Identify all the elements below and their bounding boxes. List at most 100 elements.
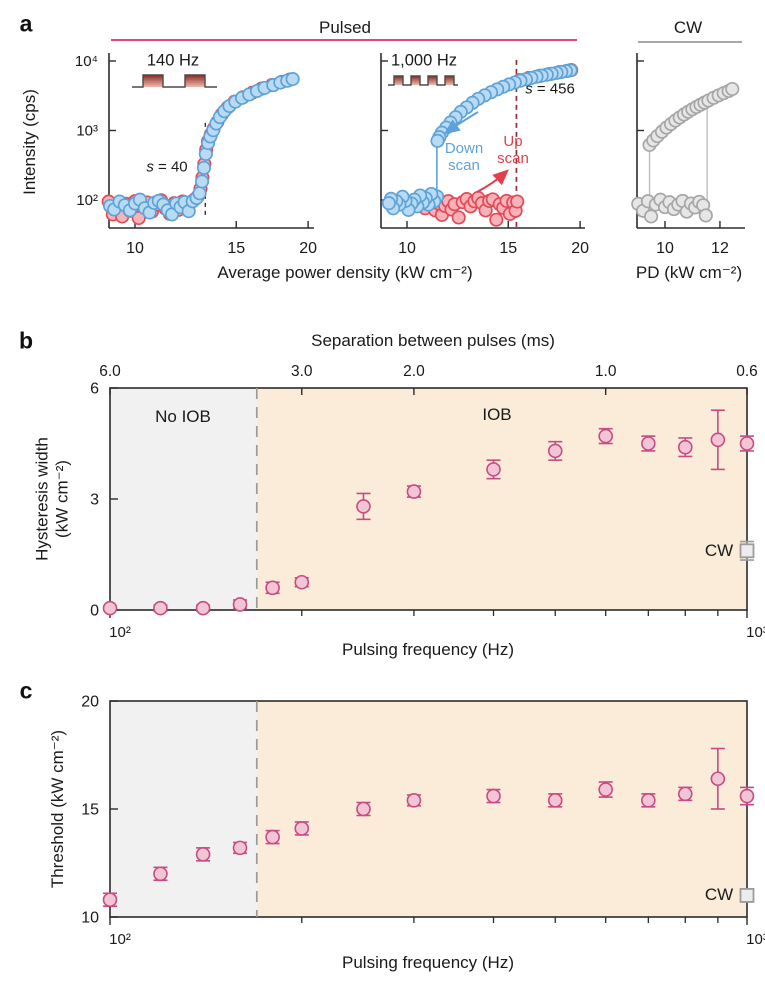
y-tick-label: 10⁴ (75, 53, 98, 70)
panel-b-top-title: Separation between pulses (ms) (311, 331, 555, 350)
y-tick-label: 10 (81, 910, 99, 927)
x-tick-label: 10² (109, 931, 131, 948)
scatter-point (510, 194, 525, 209)
cw-square-marker (739, 543, 755, 559)
subplot-140hz-title: 140 Hz (146, 51, 200, 70)
data-point (195, 600, 211, 616)
cw-header: CW (673, 18, 703, 37)
x-tick-label: 15 (499, 240, 517, 257)
data-point (598, 428, 613, 444)
scatter-point (451, 210, 466, 225)
pulse-waveform-140hz-icon (185, 75, 205, 87)
x-tick-label: 10² (109, 624, 131, 641)
data-point (294, 574, 310, 590)
scatter-point (644, 209, 659, 224)
panel-c-cw-label: CW (704, 885, 734, 904)
panel-b-cw-label: CW (704, 541, 734, 560)
data-point (710, 771, 726, 787)
scatter-point (489, 212, 504, 227)
scatter-point (196, 160, 212, 175)
pulse-waveform-140hz-icon (143, 75, 163, 87)
data-point (486, 462, 501, 477)
y-tick-label: 15 (81, 802, 99, 819)
scatter-point (725, 81, 740, 97)
cw-rule (638, 41, 742, 43)
data-point (195, 847, 211, 862)
no-iob-region (110, 701, 257, 917)
panel-b-ylabel: Hysteresis width (kW cm⁻²) (32, 437, 71, 561)
y-tick-label: 10² (76, 192, 98, 209)
data-point (406, 793, 422, 808)
panel-c-ylabel: Threshold (kW cm⁻²) (48, 729, 68, 889)
y-tick-label: 10³ (76, 123, 98, 140)
top-axis-tick-label: 2.0 (403, 363, 425, 380)
data-point (265, 580, 280, 596)
data-point (547, 443, 563, 459)
panel-c-letter: c (19, 677, 33, 704)
y-tick-label: 6 (90, 381, 99, 398)
top-axis-tick-label: 6.0 (99, 363, 121, 380)
data-point (739, 436, 755, 451)
data-point (232, 840, 248, 856)
s40-annotation: s = 40 (146, 158, 188, 176)
iob-region (256, 701, 747, 917)
data-point (677, 439, 693, 455)
data-point (598, 782, 613, 797)
y-tick-label: 20 (81, 694, 99, 711)
data-point (294, 821, 310, 836)
top-axis-tick-label: 3.0 (291, 363, 313, 380)
data-point (641, 436, 656, 451)
x-tick-label: 10 (126, 240, 144, 257)
x-tick-label: 10³ (746, 624, 765, 641)
data-point (265, 829, 280, 845)
pulsed-rule (111, 39, 577, 41)
up-scan-label: Up scan (497, 132, 529, 167)
no-iob-region (110, 388, 257, 610)
pulsed-header: Pulsed (319, 18, 371, 37)
iob-region (256, 388, 747, 610)
pulse-waveform-1000hz-icon (388, 75, 458, 86)
panel-a-cw-xlabel: PD (kW cm⁻²) (635, 263, 743, 282)
data-point (102, 600, 118, 616)
top-axis-tick-label: 0.6 (736, 363, 758, 380)
x-tick-label: 20 (571, 240, 589, 257)
scatter-point (698, 208, 713, 223)
data-point (486, 788, 501, 804)
panel-a-ylabel: Intensity (cps) (20, 89, 40, 195)
pulse-waveform-1000hz-icon (445, 76, 454, 85)
data-point (547, 793, 563, 808)
data-point (356, 801, 371, 817)
scatter-point (381, 196, 396, 211)
cw-square-marker (739, 888, 755, 903)
data-point (102, 892, 118, 908)
pulse-waveform-1000hz-icon (411, 76, 420, 85)
pulse-waveform-140hz-icon (132, 74, 217, 88)
no-iob-label: No IOB (155, 407, 211, 426)
y-tick-label: 0 (90, 603, 99, 620)
subplot-1000hz-title: 1,000 Hz (390, 51, 458, 70)
y-tick-label: 3 (90, 492, 99, 509)
x-tick-label: 12 (711, 240, 729, 257)
pulse-waveform-1000hz-icon (394, 76, 403, 85)
data-point (641, 793, 656, 808)
down-scan-arrow-icon (443, 111, 479, 135)
data-point (739, 788, 755, 804)
x-tick-label: 10 (398, 240, 416, 257)
data-point (356, 499, 371, 514)
panel-b-xlabel: Pulsing frequency (Hz) (342, 640, 514, 659)
scatter-point (192, 186, 207, 201)
down-scan-label: Down scan (444, 139, 484, 174)
data-point (153, 866, 168, 882)
data-point (677, 786, 693, 802)
x-tick-label: 20 (299, 240, 317, 257)
s456-annotation: s = 456 (525, 80, 575, 98)
panel-b-letter: b (18, 327, 34, 354)
x-tick-label: 10³ (746, 931, 765, 948)
panel-c-xlabel: Pulsing frequency (Hz) (342, 953, 514, 972)
data-point (153, 600, 168, 616)
iob-label: IOB (482, 405, 512, 424)
panel-a-letter: a (19, 10, 33, 37)
up-scan-arrow-icon (476, 169, 509, 193)
